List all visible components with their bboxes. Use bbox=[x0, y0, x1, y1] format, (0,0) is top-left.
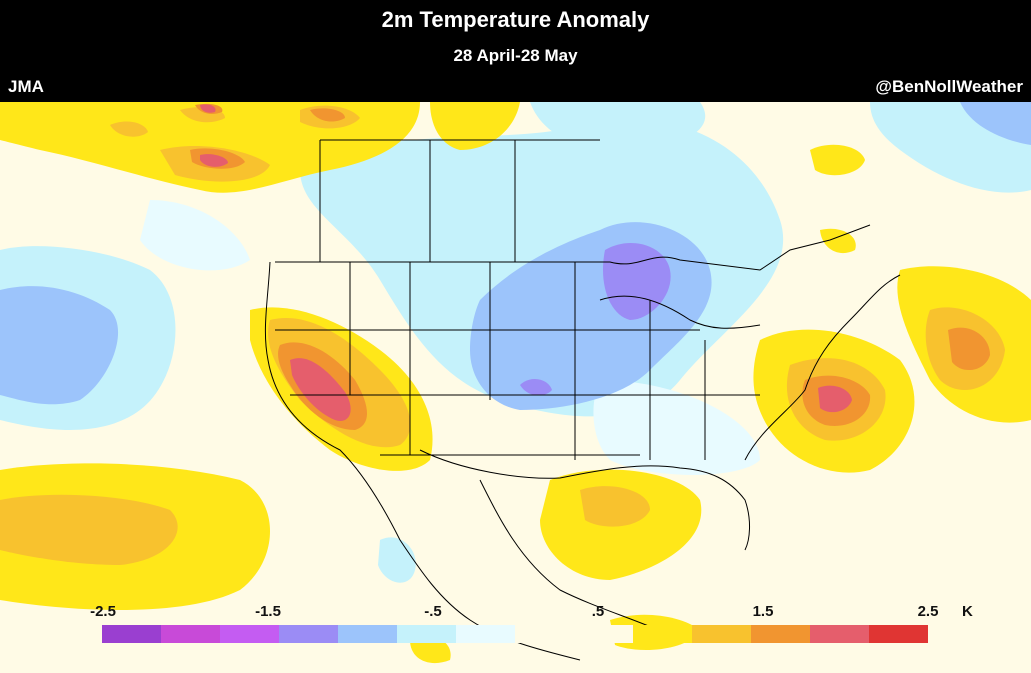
legend-swatch bbox=[161, 625, 220, 643]
legend-swatch bbox=[279, 625, 338, 643]
legend-swatch bbox=[456, 625, 515, 643]
legend-tick-label: .5 bbox=[591, 603, 605, 620]
legend-tick-label: -1.5 bbox=[255, 603, 281, 620]
legend-unit: K bbox=[962, 603, 973, 620]
legend-swatch bbox=[102, 625, 161, 643]
anomaly-map bbox=[0, 102, 1031, 673]
legend-swatch bbox=[220, 625, 279, 643]
warm-core-regions bbox=[200, 104, 852, 421]
legend-tick-label: 2.5 bbox=[917, 603, 939, 620]
model-label: JMA bbox=[8, 77, 44, 96]
header-bar: 2m Temperature Anomaly 28 April-28 May J… bbox=[0, 0, 1031, 102]
legend-swatch bbox=[397, 625, 456, 643]
map-subtitle: 28 April-28 May bbox=[453, 46, 578, 65]
legend-tick-label: -2.5 bbox=[90, 603, 116, 620]
legend-swatch bbox=[515, 625, 574, 643]
legend-tick-labels: -2.5 -1.5 -.5 .5 1.5 2.5 bbox=[0, 603, 1031, 623]
legend-swatch bbox=[692, 625, 751, 643]
legend-swatch bbox=[810, 625, 869, 643]
near-zero-white-regions bbox=[140, 200, 760, 475]
credit-label: @BenNollWeather bbox=[875, 77, 1023, 96]
boundary-lines bbox=[264, 139, 901, 661]
cool-core-regions bbox=[520, 242, 671, 396]
map-title: 2m Temperature Anomaly bbox=[381, 7, 650, 32]
legend-swatch bbox=[633, 625, 692, 643]
legend-swatch bbox=[751, 625, 810, 643]
legend-tick-label: 1.5 bbox=[752, 603, 774, 620]
color-legend-bar bbox=[102, 625, 928, 643]
legend-swatch bbox=[869, 625, 928, 643]
legend-tick-label: -.5 bbox=[424, 603, 442, 620]
legend-swatch bbox=[574, 625, 633, 643]
legend-swatch bbox=[338, 625, 397, 643]
